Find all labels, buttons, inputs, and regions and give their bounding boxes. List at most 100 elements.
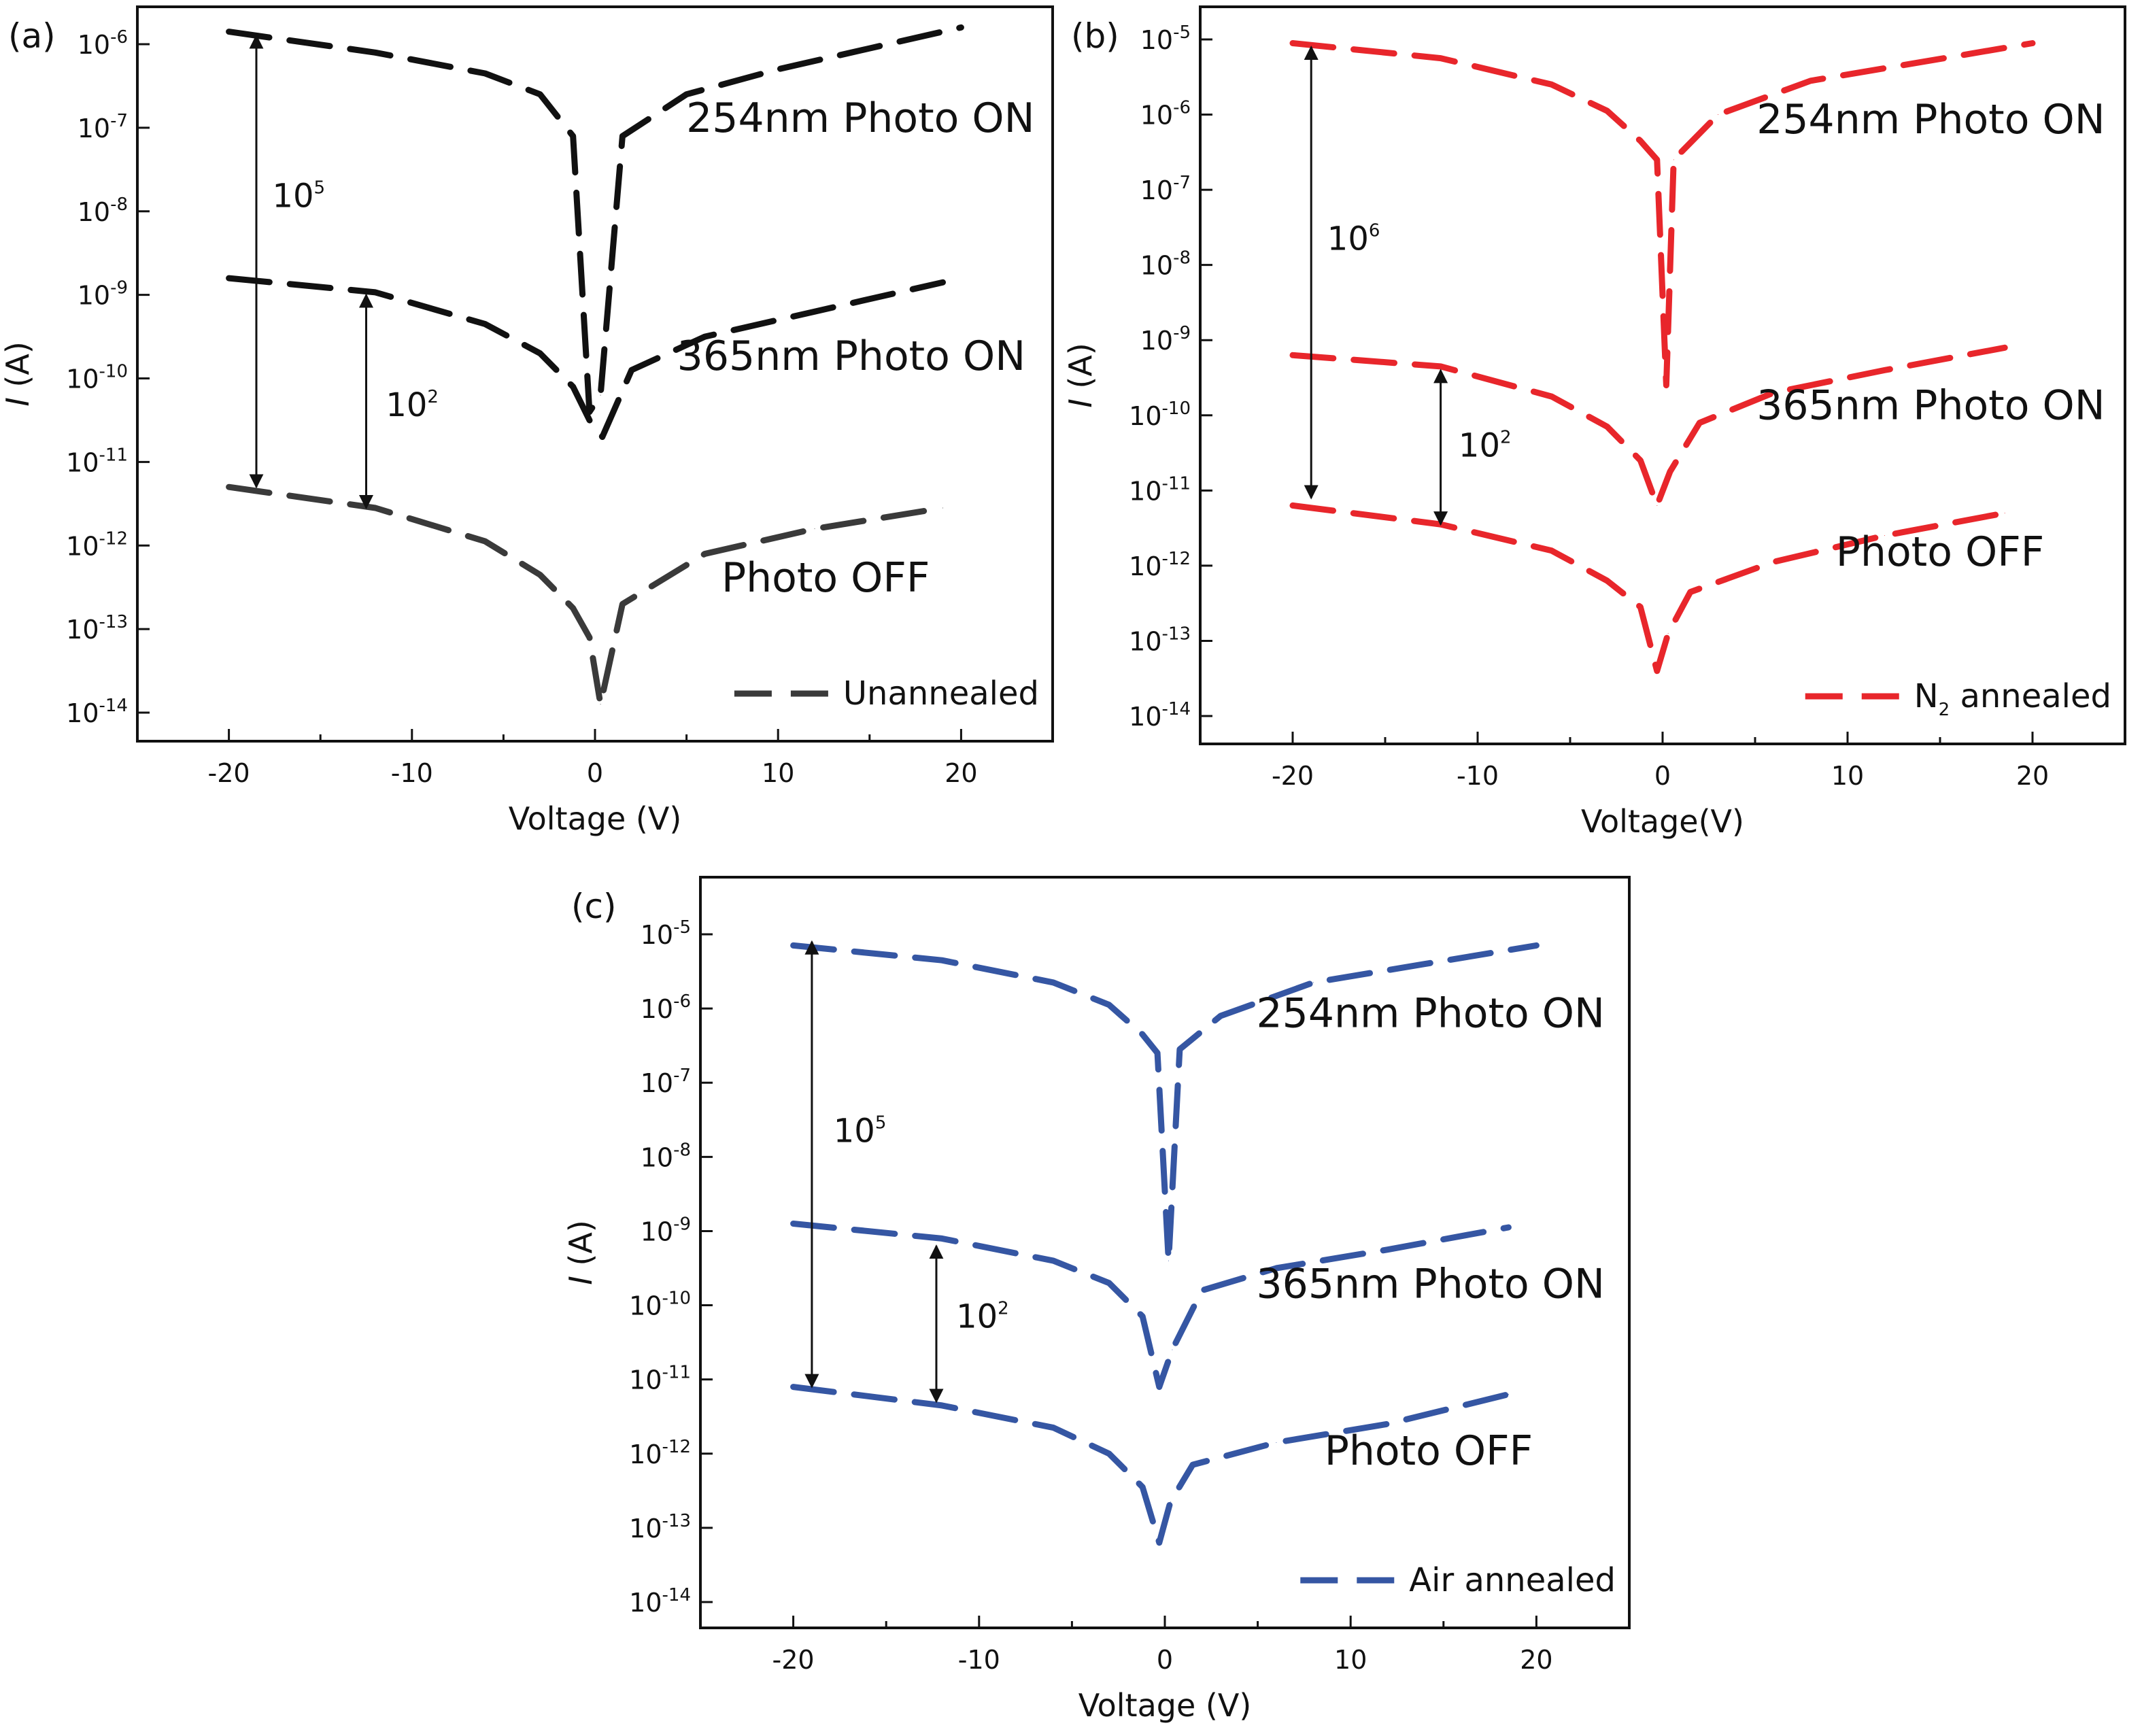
- panel-label: (c): [571, 887, 617, 926]
- ratio-label: 102: [386, 386, 439, 424]
- data-point: [600, 394, 601, 396]
- series-line-1: [1289, 40, 2036, 389]
- data-point: [1142, 1034, 1143, 1035]
- y-tick-label: 10-9: [78, 278, 128, 311]
- curve-label: 365nm Photo ON: [1756, 381, 2105, 429]
- data-point: [1656, 505, 1658, 506]
- x-tick-label: 0: [1654, 761, 1671, 791]
- data-point: [1551, 550, 1552, 551]
- data-point: [228, 31, 230, 33]
- y-tick-label: 10-11: [629, 1363, 691, 1395]
- y-tick-label: 10-13: [1129, 624, 1191, 656]
- y-tick-label: 10-14: [1129, 699, 1191, 732]
- y-tick-label: 10-6: [641, 991, 691, 1024]
- x-tick-label: 10: [762, 758, 794, 788]
- legend-label: Air annealed: [1409, 1561, 1616, 1599]
- y-tick-label: 10-6: [78, 27, 128, 60]
- legend-label: N2 annealed: [1914, 677, 2111, 720]
- data-point: [1053, 1427, 1054, 1429]
- data-point: [1665, 385, 1667, 386]
- panel-a: -20 -10 0 10 20 10-14 10-13 10-12 10-11 10-10 10-9…: [0, 5, 1054, 837]
- curve-label: Photo OFF: [1836, 528, 2044, 576]
- y-tick-label: 10-5: [641, 917, 691, 950]
- data-point: [622, 603, 623, 605]
- x-tick-label: -20: [772, 1645, 815, 1675]
- y-tick-label: 10-10: [629, 1289, 691, 1321]
- x-tick-label: -10: [958, 1645, 1000, 1675]
- curve-label: Photo OFF: [1325, 1427, 1533, 1475]
- data-point: [1551, 396, 1552, 397]
- x-axis-title: Voltage (V): [1078, 1687, 1252, 1724]
- ratio-label: 105: [272, 177, 325, 216]
- y-tick-label: 10-8: [1140, 248, 1191, 281]
- data-point: [793, 944, 794, 946]
- data-point: [484, 541, 486, 542]
- data-point: [1108, 1004, 1110, 1006]
- y-tick-label: 10-12: [66, 528, 128, 561]
- y-tick-label: 10-13: [629, 1511, 691, 1544]
- y-axis-title: I (A): [1062, 343, 1099, 408]
- data-point: [589, 636, 590, 638]
- x-tick-label: -10: [1457, 761, 1499, 791]
- y-axis-title: I (A): [0, 341, 36, 407]
- y-tick-label: 10-8: [641, 1140, 691, 1172]
- x-tick-label: -20: [208, 758, 250, 788]
- data-point: [1699, 422, 1700, 424]
- y-tick-label: 10-7: [78, 111, 128, 143]
- x-tick-label: -20: [1272, 761, 1314, 791]
- y-tick-label: 10-13: [66, 612, 128, 645]
- data-point: [228, 277, 230, 279]
- data-point: [1673, 159, 1674, 160]
- series-line-1: [790, 942, 1540, 1264]
- x-tick-label: 10: [1334, 1645, 1367, 1675]
- data-point: [1535, 944, 1537, 946]
- y-tick-label: 10-11: [1129, 473, 1191, 506]
- data-point: [1387, 1423, 1389, 1425]
- curve-label: 365nm Photo ON: [1256, 1261, 1604, 1308]
- data-point: [1669, 471, 1671, 473]
- data-point: [228, 486, 230, 488]
- data-point: [1108, 1282, 1110, 1284]
- panel-label: (a): [8, 16, 56, 56]
- data-point: [686, 94, 687, 95]
- data-point: [1108, 1453, 1110, 1454]
- data-point: [1921, 61, 1922, 63]
- data-point: [793, 1223, 794, 1225]
- data-point: [1170, 1501, 1171, 1503]
- x-tick-label: 0: [587, 758, 603, 788]
- data-point: [1639, 460, 1641, 461]
- curve-label: 365nm Photo ON: [677, 333, 1025, 380]
- data-point: [869, 48, 870, 49]
- y-tick-label: 10-10: [66, 362, 128, 394]
- ratio-label: 105: [834, 1112, 887, 1151]
- data-point: [622, 135, 623, 137]
- data-point: [1667, 632, 1669, 634]
- y-axis-title: I (A): [562, 1220, 599, 1285]
- curve-label: 254nm Photo ON: [1256, 989, 1604, 1037]
- data-point: [589, 411, 590, 413]
- x-axis-title: Voltage(V): [1581, 803, 1744, 840]
- data-point: [1884, 535, 1885, 537]
- series-line-1: [226, 24, 964, 415]
- data-point: [1884, 369, 1885, 371]
- data-point: [1220, 1015, 1221, 1017]
- curve-label: Photo OFF: [721, 554, 930, 602]
- y-tick-label: 10-14: [629, 1585, 691, 1618]
- data-point: [1810, 80, 1812, 82]
- y-tick-label: 10-5: [1140, 22, 1191, 55]
- data-point: [942, 507, 943, 509]
- data-point: [1551, 84, 1552, 85]
- data-point: [1387, 1249, 1389, 1250]
- data-point: [484, 73, 486, 74]
- data-point: [1508, 1393, 1509, 1395]
- ratio-label: 102: [956, 1297, 1009, 1335]
- series-line-2: [1289, 344, 2008, 509]
- y-tick-label: 10-10: [1129, 398, 1191, 431]
- y-tick-label: 10-8: [78, 194, 128, 227]
- panel-b: -20 -10 0 10 20 10-14 10-13 10-12 10-11 10-10 10-9…: [1062, 5, 2126, 840]
- panel-label: (b): [1071, 16, 1119, 56]
- x-tick-label: 20: [2016, 761, 2049, 791]
- data-point: [631, 369, 632, 371]
- curve-label: 254nm Photo ON: [1756, 96, 2105, 143]
